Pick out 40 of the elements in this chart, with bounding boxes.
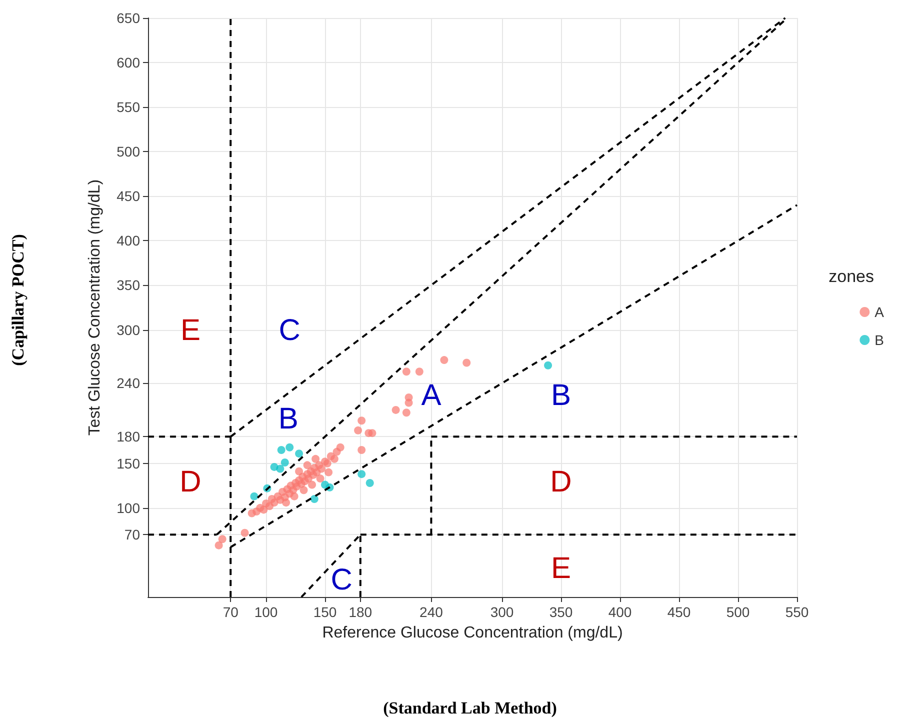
x-tick-label: 180	[348, 604, 372, 620]
y-tick-label: 100	[116, 500, 140, 516]
x-tick-label: 550	[785, 604, 809, 620]
x-tick-label: 240	[420, 604, 444, 620]
y-tick-label: 400	[116, 232, 140, 249]
y-tick-label: 70	[124, 526, 140, 543]
annotation: A	[421, 379, 442, 412]
x-tick-label: 100	[254, 604, 278, 620]
annotation: C	[330, 564, 352, 597]
x-tick-label: 70	[222, 604, 239, 620]
legend-title: zones	[828, 267, 874, 286]
x-tick-label: 350	[549, 604, 573, 620]
legend-label: A	[874, 304, 885, 320]
x-axis-title: Reference Glucose Concentration (mg/dL)	[322, 624, 623, 642]
x-tick-label: 500	[726, 604, 750, 620]
y-tick-label: 240	[116, 375, 140, 392]
y-axis-title: Test Glucose Concentration (mg/dL)	[86, 179, 104, 436]
x-tick-label: 300	[490, 604, 514, 620]
y-tick-label: 300	[116, 322, 140, 338]
x-tick-label: 150	[313, 604, 337, 620]
y-tick-label: 500	[116, 144, 140, 160]
y-tick-label: 180	[116, 428, 140, 445]
annotation: B	[550, 379, 572, 412]
y-tick-label: 650	[116, 10, 140, 26]
legend-label: B	[874, 332, 884, 348]
text: (Standard Lab Method)	[383, 698, 557, 718]
y-tick-label: 350	[116, 277, 140, 294]
y-tick-label: 600	[116, 54, 140, 71]
text: (Capillary POCT)	[8, 234, 28, 366]
y-tick-label: 150	[116, 455, 140, 472]
y-tick-label: 550	[116, 99, 140, 116]
annotation: B	[278, 402, 298, 436]
x-tick-label: 450	[667, 604, 691, 620]
annotation: D	[180, 466, 202, 499]
x-tick-label: 400	[608, 604, 632, 620]
annotation: C	[278, 314, 300, 348]
annotation: E	[550, 552, 572, 585]
annotation: D	[550, 466, 572, 499]
annotation: E	[180, 314, 200, 348]
y-tick-label: 450	[116, 188, 140, 204]
